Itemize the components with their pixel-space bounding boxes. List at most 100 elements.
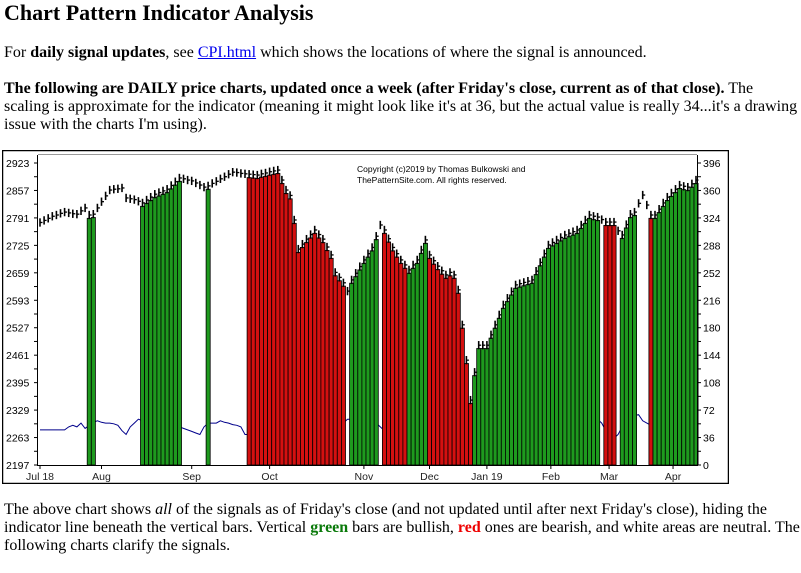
price-bar [203, 182, 207, 192]
bullish-signal-bar [656, 212, 662, 466]
price-bar [104, 191, 109, 201]
left-axis-tick-label: 2527 [6, 323, 30, 335]
bearish-signal-bar [390, 250, 396, 466]
price-bar [691, 179, 695, 188]
bearish-signal-bar [455, 292, 461, 466]
right-axis-tick-label: 0 [703, 460, 709, 472]
price-bar [502, 300, 506, 310]
text: , see [165, 44, 198, 61]
price-bar [76, 210, 80, 219]
price-bar [412, 260, 416, 270]
price-bar [486, 341, 490, 350]
price-bar [149, 192, 154, 202]
price-bars [39, 165, 699, 405]
bullish-signal-bar [349, 282, 355, 466]
bearish-signal-bar [386, 241, 391, 466]
bullish-signal-bar [418, 252, 424, 466]
price-bar [457, 285, 461, 295]
price-bar [613, 217, 617, 227]
price-bar [211, 179, 215, 188]
bullish-signal-bar [623, 227, 629, 466]
price-bar [650, 210, 654, 220]
bearish-signal-bar [279, 183, 285, 466]
price-bar [654, 210, 658, 220]
bullish-signal-bar [533, 274, 539, 466]
signals-explanation-paragraph: The above chart shows all of the signals… [4, 501, 800, 555]
price-bar [252, 170, 256, 179]
bullish-signal-bar [673, 192, 678, 466]
price-bar [39, 218, 43, 227]
price-bar [408, 265, 412, 275]
price-bar [219, 174, 223, 183]
bullish-signal-bar [669, 195, 674, 466]
text: bars are bullish, [348, 519, 458, 536]
bullish-signal-bar [410, 267, 416, 466]
left-axis-tick-label: 2593 [6, 295, 30, 307]
cpi-link[interactable]: CPI.html [197, 44, 257, 61]
bullish-signal-bar [619, 237, 625, 466]
price-bar [113, 185, 117, 194]
left-axis-tick-label: 2791 [6, 213, 30, 225]
price-bar [162, 186, 166, 196]
price-bar [305, 234, 309, 244]
price-bar [330, 250, 334, 260]
bullish-signal-bar [554, 242, 560, 466]
price-bar [207, 181, 211, 191]
bearish-signal-bar [463, 363, 469, 466]
price-bar [174, 177, 178, 186]
price-bar [117, 184, 121, 193]
x-axis-tick-label: Nov [355, 471, 374, 483]
price-bar [248, 170, 252, 179]
left-axis-tick-label: 2461 [6, 350, 30, 362]
bold-text: daily signal updates [30, 44, 166, 61]
price-bar [231, 167, 236, 177]
bearish-signal-bar [443, 277, 449, 466]
right-axis-tick-label: 324 [703, 213, 721, 225]
price-bar [317, 230, 322, 239]
price-bar [244, 169, 248, 178]
price-bar [67, 208, 72, 218]
price-bar [588, 210, 592, 220]
price-bar [260, 169, 264, 178]
bearish-signal-bar [283, 193, 289, 466]
price-bar [490, 330, 494, 339]
price-bar [145, 195, 150, 205]
price-bar [592, 212, 596, 221]
price-bar [518, 279, 523, 288]
price-bar [276, 165, 281, 175]
bullish-signal-bar [591, 219, 596, 466]
price-bar [682, 182, 687, 191]
price-bar [387, 234, 391, 243]
chart-description-paragraph: The following are DAILY price charts, up… [4, 80, 800, 134]
bearish-signal-bar [258, 176, 264, 466]
bearish-signal-bar [250, 177, 256, 466]
price-bar [641, 190, 646, 200]
price-bar [199, 180, 203, 190]
bearish-signal-bar [435, 269, 441, 466]
price-bar [166, 185, 170, 194]
price-bar [297, 244, 301, 254]
bearish-signal-bar [312, 232, 318, 466]
bullish-signal-bar [652, 217, 658, 466]
bearish-signal-bar [275, 172, 281, 466]
price-bar [129, 194, 133, 203]
price-bar [527, 276, 531, 286]
bearish-signal-bar [427, 257, 432, 466]
price-bar [281, 175, 285, 185]
price-bar [666, 192, 670, 202]
copyright-line-1: Copyright (c)2019 by Thomas Bulkowski an… [357, 164, 526, 174]
left-axis-tick-label: 2923 [6, 158, 30, 170]
right-axis-tick-label: 180 [703, 323, 721, 335]
price-bar [580, 220, 584, 230]
price-bar [449, 268, 453, 277]
price-bar [354, 269, 359, 278]
price-bar [363, 255, 367, 265]
bearish-signal-bar [254, 177, 260, 466]
price-bar [514, 280, 519, 290]
price-bar [617, 226, 621, 235]
price-bar [568, 229, 572, 238]
price-bar [535, 266, 539, 276]
left-axis-tick-label: 2857 [6, 185, 30, 197]
bullish-signal-bar [152, 197, 158, 466]
price-bar [186, 175, 191, 185]
